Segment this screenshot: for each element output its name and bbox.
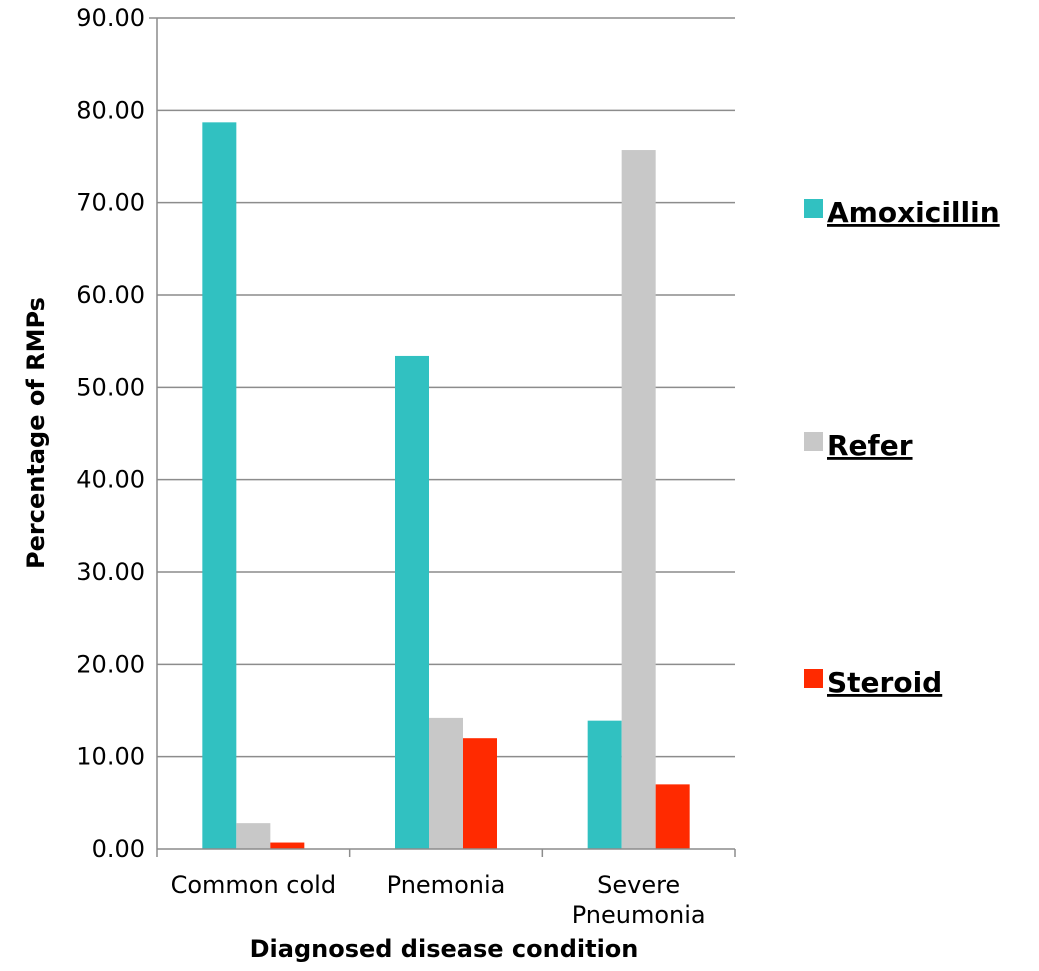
bar-amoxicillin [587, 720, 622, 849]
bar-refer [621, 150, 656, 849]
legend-swatch-amoxicillin [804, 199, 823, 218]
y-tick-label: 90.00 [76, 4, 145, 32]
y-tick-label: 40.00 [76, 466, 145, 494]
x-tick-label: Pnemonia [387, 871, 506, 899]
legend-label-refer: Refer [827, 429, 913, 462]
x-tick-label: Severe [597, 871, 680, 899]
bar-refer [236, 823, 271, 849]
bar-steroid [270, 842, 305, 849]
y-tick-label: 50.00 [76, 373, 145, 401]
y-axis-title: Percentage of RMPs [22, 297, 50, 569]
y-tick-label: 20.00 [76, 650, 145, 678]
bar-refer [429, 717, 463, 849]
bar-steroid [463, 738, 497, 849]
legend-swatch-refer [804, 432, 823, 451]
y-tick-label: 70.00 [76, 189, 145, 217]
y-tick-label: 60.00 [76, 281, 145, 309]
bar-amoxicillin [202, 122, 237, 849]
labels: 0.00 10.00 20.00 30.00 40.00 50.00 60.00 70.00 8… [22, 4, 706, 963]
legend-label-steroid: Steroid [827, 666, 942, 699]
legend: Amoxicillin Refer Steroid [804, 196, 1000, 699]
x-tick-label: Common cold [171, 871, 337, 899]
legend-label-amoxicillin: Amoxicillin [827, 196, 1000, 229]
y-tick-label: 30.00 [76, 558, 145, 586]
x-axis-title: Diagnosed disease condition [250, 935, 639, 963]
y-tick-label: 80.00 [76, 96, 145, 124]
y-tick-label: 10.00 [76, 743, 145, 771]
bar-amoxicillin [395, 355, 429, 849]
axes [149, 17, 736, 857]
bars [202, 122, 690, 849]
bar-steroid [655, 784, 690, 849]
gridlines [157, 17, 735, 758]
y-tick-label: 0.00 [92, 835, 145, 863]
legend-swatch-steroid [804, 669, 823, 688]
x-tick-label: Pneumonia [572, 901, 706, 929]
